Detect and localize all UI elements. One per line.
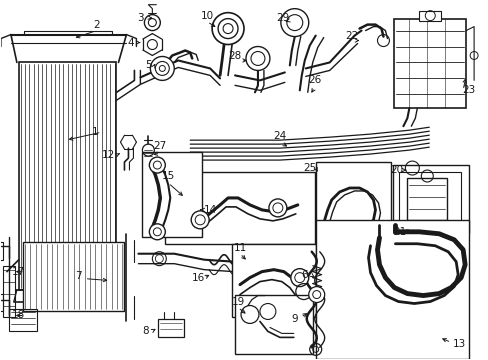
Text: 17: 17	[12, 267, 25, 276]
Text: 19: 19	[231, 297, 244, 306]
Circle shape	[150, 57, 174, 80]
Bar	[407, 178, 447, 220]
Bar	[142, 152, 202, 237]
Bar	[419, 11, 440, 21]
Bar	[232, 244, 315, 318]
Bar	[0, 242, 3, 260]
Text: 25: 25	[303, 163, 316, 173]
Bar	[165, 172, 314, 244]
Text: 7: 7	[75, 271, 82, 281]
Text: 20: 20	[389, 165, 402, 175]
Text: 10: 10	[200, 11, 213, 21]
Text: 4: 4	[127, 37, 134, 48]
Text: 6: 6	[301, 270, 307, 280]
Bar	[3, 266, 15, 318]
Bar	[393, 165, 468, 233]
Bar	[315, 162, 390, 244]
Text: 3: 3	[137, 13, 143, 23]
Text: 24: 24	[273, 131, 286, 141]
Circle shape	[280, 9, 308, 37]
Text: 22: 22	[344, 31, 358, 41]
Text: 5: 5	[145, 60, 151, 71]
Text: 13: 13	[451, 339, 465, 349]
Bar	[23, 242, 124, 311]
Circle shape	[308, 287, 324, 302]
Text: 28: 28	[228, 51, 241, 62]
Bar	[19, 62, 116, 289]
Text: 29: 29	[276, 13, 289, 23]
Text: 11: 11	[233, 243, 246, 253]
Bar	[399, 172, 460, 227]
Text: 27: 27	[153, 141, 166, 151]
Circle shape	[149, 224, 165, 240]
Bar	[0, 293, 3, 311]
Text: 8: 8	[142, 327, 148, 336]
Text: 1: 1	[92, 127, 99, 137]
Text: 9: 9	[291, 314, 298, 324]
Circle shape	[212, 13, 244, 45]
Text: 12: 12	[102, 150, 115, 160]
Text: 21: 21	[392, 227, 405, 237]
Text: 2: 2	[93, 19, 100, 30]
Text: 15: 15	[162, 171, 175, 181]
Circle shape	[245, 46, 269, 71]
Circle shape	[191, 211, 209, 229]
Circle shape	[268, 199, 286, 217]
Bar	[315, 220, 468, 359]
Bar	[235, 294, 312, 354]
Text: 16: 16	[191, 273, 204, 283]
Text: 18: 18	[12, 310, 25, 320]
Bar	[9, 310, 37, 332]
Text: 14: 14	[203, 205, 216, 215]
Text: 23: 23	[462, 85, 475, 95]
Bar	[158, 319, 184, 337]
Bar	[394, 19, 465, 108]
Circle shape	[149, 157, 165, 173]
Text: 26: 26	[307, 75, 321, 85]
Circle shape	[290, 269, 308, 287]
